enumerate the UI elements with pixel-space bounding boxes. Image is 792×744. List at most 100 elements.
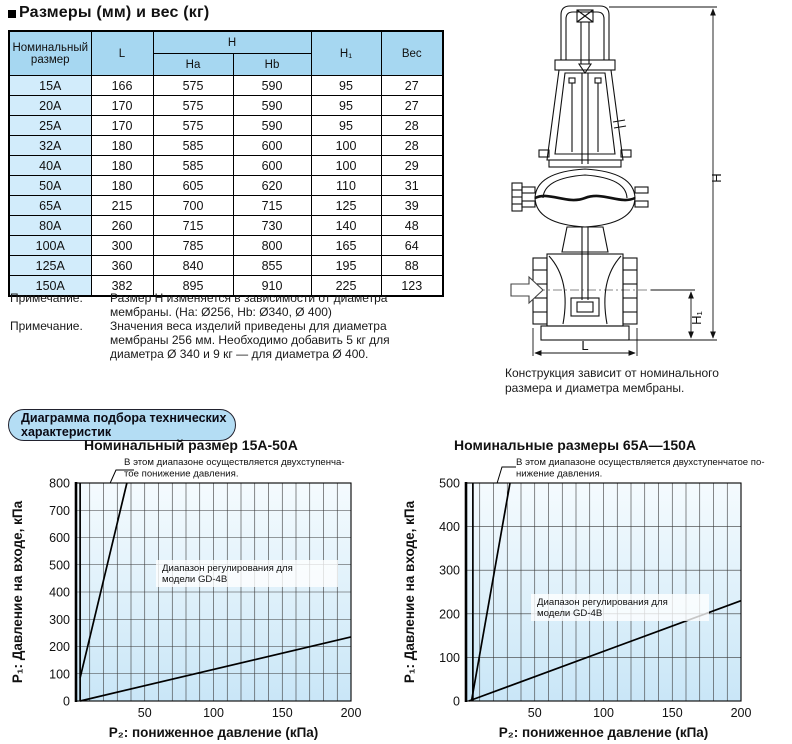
y-tick-label: 500: [49, 558, 70, 572]
value-cell: 300: [90, 235, 154, 256]
value-cell: 166: [90, 75, 154, 96]
dimension-l: [532, 328, 638, 356]
x-tick-label: 50: [138, 706, 152, 720]
table-row: 80A 260 715 730 140 48: [8, 215, 444, 236]
value-cell: 855: [232, 255, 312, 276]
table-row: 32A 180 585 600 100 28: [8, 135, 444, 156]
col-header-h1: H₁: [310, 30, 382, 76]
x-tick-label: 100: [203, 706, 224, 720]
col-header-l: L: [90, 30, 154, 76]
valve-body: [519, 253, 651, 341]
dim-h1-label: H₁: [689, 311, 704, 325]
value-cell: 29: [380, 155, 444, 176]
x-tick-label: 150: [272, 706, 293, 720]
value-cell: 575: [152, 75, 234, 96]
value-cell: 64: [380, 235, 444, 256]
value-cell: 382: [90, 275, 154, 297]
x-tick-label: 200: [341, 706, 362, 720]
value-cell: 195: [310, 255, 382, 276]
value-cell: 170: [90, 115, 154, 136]
table-row: 50A 180 605 620 110 31: [8, 175, 444, 196]
page-title-row: Размеры (мм) и вес (кг): [8, 4, 209, 22]
col-header-h: H: [152, 30, 312, 54]
value-cell: 170: [90, 95, 154, 116]
value-cell: 125: [310, 195, 382, 216]
series-line-two-stage-boundary: [470, 482, 511, 702]
value-cell: 585: [152, 155, 234, 176]
value-cell: 180: [90, 155, 154, 176]
inner-annotation-line: Диапазон регулирования для: [162, 563, 293, 574]
note-label: Примечание.: [10, 291, 83, 305]
value-cell: 260: [90, 215, 154, 236]
value-cell: 605: [152, 175, 234, 196]
table-row: 150A 382 895 910 225 123: [8, 275, 444, 297]
y-tick-label: 400: [49, 586, 70, 600]
chart-title: Номинальный размер 15А-50А: [84, 437, 298, 453]
adjusting-screw: [576, 9, 594, 74]
value-cell: 715: [152, 215, 234, 236]
y-tick-label: 500: [439, 477, 460, 491]
section-header-pill: Диаграмма подбора технических характерис…: [8, 409, 236, 441]
note-item: Примечание. Размер H изменяется в зависим…: [10, 291, 450, 319]
table-row: 100A 300 785 800 165 64: [8, 235, 444, 256]
row-header-cell: 40A: [8, 155, 92, 176]
y-tick-label: 300: [439, 564, 460, 578]
value-cell: 590: [232, 75, 312, 96]
value-cell: 590: [232, 95, 312, 116]
chart-annotation-line: В этом диапазоне осуществляется двухступ…: [124, 457, 345, 468]
value-cell: 360: [90, 255, 154, 276]
page-title: Размеры (мм) и вес (кг): [19, 4, 210, 21]
x-axis-label: P₂: пониженное давление (кПа): [499, 725, 709, 740]
value-cell: 95: [310, 95, 382, 116]
x-axis-label: P₂: пониженное давление (кПа): [109, 725, 319, 740]
y-tick-label: 300: [49, 613, 70, 627]
valve-drawing-area: H H₁ L: [505, 2, 755, 360]
valve-caption: Конструкция зависит от номинального разм…: [505, 366, 719, 395]
value-cell: 575: [152, 95, 234, 116]
value-cell: 800: [232, 235, 312, 256]
inner-annotation-line: модели GD-4B: [537, 608, 602, 619]
value-cell: 100: [310, 135, 382, 156]
y-tick-label: 0: [453, 695, 460, 709]
row-header-cell: 150A: [8, 275, 92, 297]
valve-neck: [561, 226, 609, 300]
section-header-label: Диаграмма подбора технических характерис…: [21, 411, 227, 439]
y-axis-label: P₁: Давление на входе, кПа: [10, 500, 25, 683]
y-tick-label: 700: [49, 504, 70, 518]
value-cell: 575: [152, 115, 234, 136]
chart-annotation-line: тое понижение давления.: [124, 469, 238, 480]
value-cell: 785: [152, 235, 234, 256]
value-cell: 27: [380, 75, 444, 96]
row-header-cell: 20A: [8, 95, 92, 116]
note-item: Примечание. Значения веса изделий приведе…: [10, 319, 450, 361]
value-cell: 31: [380, 175, 444, 196]
y-tick-label: 800: [49, 477, 70, 491]
value-cell: 600: [232, 135, 312, 156]
bullet-square-icon: [8, 10, 16, 18]
inner-annotation-line: Диапазон регулирования для: [537, 597, 668, 608]
series-line-regulation-lower-boundary: [79, 636, 352, 702]
x-tick-label: 50: [528, 706, 542, 720]
row-header-cell: 80A: [8, 215, 92, 236]
chart-annotation-line: В этом диапазоне осуществляется двухступ…: [516, 457, 765, 468]
chart-65a-150a: Номинальные размеры 65А—150А В этом диапа…: [396, 436, 788, 744]
value-cell: 95: [310, 75, 382, 96]
note-text: Размер H изменяется в зависимости от диа…: [110, 291, 388, 319]
chart-15a-50a: Номинальный размер 15А-50А В этом диапазо…: [4, 436, 396, 744]
chart-title: Номинальные размеры 65А—150А: [454, 437, 696, 453]
y-axis-label: P₁: Давление на входе, кПа: [402, 500, 417, 683]
value-cell: 48: [380, 215, 444, 236]
value-cell: 600: [232, 155, 312, 176]
chart-annotation-line: нижение давления.: [516, 469, 602, 480]
row-header-cell: 100A: [8, 235, 92, 256]
col-header-nominal: Номинальный размер: [8, 30, 92, 76]
dim-l-label: L: [581, 338, 588, 353]
inner-annotation-line: модели GD-4B: [162, 574, 227, 585]
x-tick-label: 150: [662, 706, 683, 720]
dimension-h1: [651, 289, 695, 339]
value-cell: 700: [152, 195, 234, 216]
col-header-ha: Ha: [152, 53, 234, 76]
table-row: 15A 166 575 590 95 27: [8, 75, 444, 96]
row-header-cell: 32A: [8, 135, 92, 156]
dimension-h: [609, 6, 717, 341]
